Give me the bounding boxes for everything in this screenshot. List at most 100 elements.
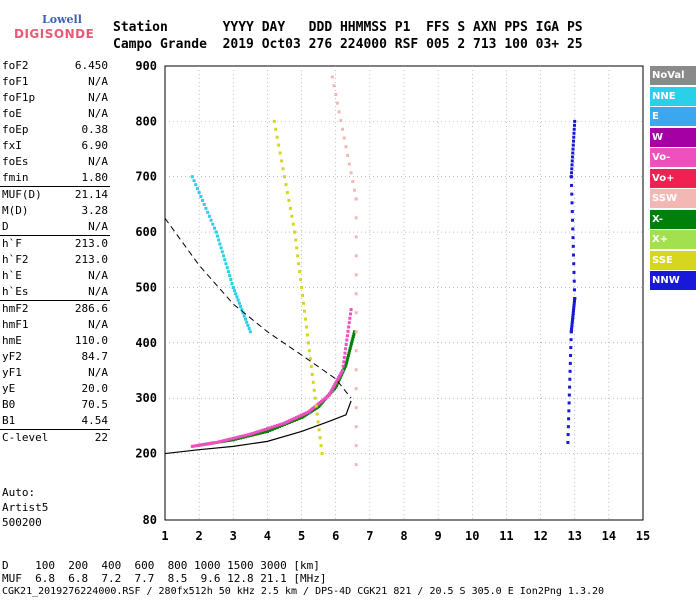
echo-point [275, 425, 279, 429]
echo-point [258, 429, 262, 433]
echo-point [342, 355, 346, 359]
echo-point [571, 139, 575, 143]
param-name: fmin [2, 171, 29, 184]
echo-point [339, 372, 343, 376]
autoscaling-method: Artist5 [2, 501, 49, 514]
param-row: D N/A [0, 219, 110, 235]
echo-point [354, 387, 358, 391]
legend-item: SSW [650, 189, 696, 208]
echo-point [354, 292, 358, 296]
echo-point [280, 423, 284, 427]
logo-line-2: DIGISONDE [14, 27, 95, 41]
echo-point [306, 341, 310, 345]
echo-point [337, 377, 341, 381]
param-value: 84.7 [81, 350, 109, 363]
echo-point [354, 197, 358, 201]
echo-point [568, 377, 572, 381]
echo-point [348, 316, 352, 320]
echo-point [570, 325, 574, 329]
echo-point [339, 119, 343, 123]
echo-point [572, 304, 576, 308]
param-row: M(D) 3.28 [0, 203, 110, 219]
param-value: N/A [88, 91, 108, 104]
echo-point [318, 436, 322, 440]
footer-info-row: CGK21_2019276224000.RSF / 280fx512h 50 k… [2, 586, 605, 597]
echo-point [195, 187, 199, 191]
echo-point [192, 179, 196, 183]
legend-item: W [650, 127, 696, 147]
echo-point [299, 278, 303, 282]
echo-point [291, 417, 295, 421]
echo-point [568, 369, 572, 373]
echo-point [247, 327, 251, 331]
echo-point [316, 420, 320, 424]
echo-point [334, 92, 338, 96]
echo-point [273, 424, 277, 428]
echo-point [331, 386, 335, 390]
logo-line-1: Lowell [42, 13, 82, 26]
y-tick-label: 200 [135, 447, 157, 461]
x-tick-label: 4 [264, 529, 271, 543]
echo-point [256, 430, 260, 434]
echo-point [354, 235, 358, 239]
param-row: h`Es N/A [0, 284, 110, 300]
extrapolation-curve [164, 217, 352, 399]
echo-point [572, 262, 576, 266]
param-row: hmF1 N/A [0, 317, 110, 333]
echo-point [233, 289, 237, 293]
echo-point [190, 444, 194, 448]
echo-point [251, 431, 255, 435]
param-value: 70.5 [81, 398, 109, 411]
param-name: foE [2, 107, 22, 120]
legend-item: NoVal [650, 66, 696, 85]
echo-point [342, 360, 346, 364]
echo-point [567, 401, 571, 405]
echo-point [215, 234, 219, 238]
echo-point [314, 404, 318, 408]
echo-point [242, 314, 246, 318]
echo-point [280, 159, 284, 163]
echo-point [332, 84, 336, 88]
echo-point [209, 218, 213, 222]
echo-point [344, 363, 348, 367]
echo-point [289, 418, 293, 422]
param-row: yF2 84.7 [0, 349, 110, 365]
echo-point [572, 131, 576, 135]
param-row: yF1 N/A [0, 365, 110, 381]
echo-point [209, 441, 213, 445]
echo-point [236, 298, 240, 302]
echo-point [283, 421, 286, 425]
x-tick-label: 15 [636, 529, 650, 543]
param-name: hmE [2, 334, 22, 347]
echo-point [248, 330, 252, 334]
echo-point [243, 317, 247, 321]
y-tick-label: 500 [135, 280, 157, 294]
echo-point [274, 127, 278, 131]
echo-point [567, 409, 571, 413]
header-values: Campo Grande 2019 Oct03 276 224000 RSF 0… [113, 37, 583, 52]
digisonde-logo: Lowell DIGISONDE [12, 10, 104, 50]
echo-point [351, 335, 355, 339]
echo-point [278, 423, 282, 427]
profile-curve [164, 400, 352, 455]
echo-point [288, 419, 292, 423]
param-row: fmin 1.80 [0, 170, 110, 186]
legend-item: X+ [650, 230, 696, 249]
param-value: 6.450 [74, 59, 108, 72]
echo-point [352, 332, 356, 336]
y-tick-label: 700 [135, 170, 157, 184]
echo-point [315, 412, 319, 416]
echo-point [570, 327, 574, 331]
echo-point [268, 428, 272, 432]
echo-point [354, 368, 358, 372]
echo-point [298, 414, 302, 418]
echo-point [218, 242, 222, 246]
echo-point [202, 442, 206, 446]
legend: NoVal NNE E W Vo- Vo+ SSW X- X+ SSE NNW [650, 66, 696, 292]
echo-point [219, 439, 223, 443]
echo-point [354, 406, 358, 410]
echo-point [572, 306, 576, 310]
param-name: B1 [2, 414, 16, 427]
echo-point [568, 361, 572, 365]
param-name: fxI [2, 139, 22, 152]
